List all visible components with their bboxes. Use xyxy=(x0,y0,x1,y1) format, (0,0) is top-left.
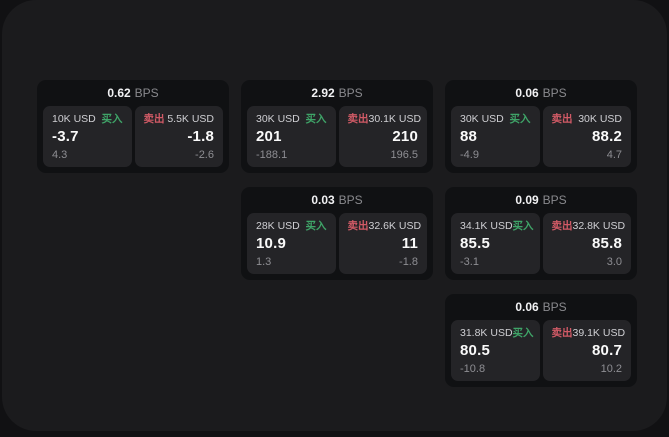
buy-price: 10.9 xyxy=(256,235,286,252)
sell-delta: 4.7 xyxy=(606,149,622,161)
sell-delta: 10.2 xyxy=(600,363,622,375)
bps-value: 0.03 xyxy=(311,193,335,207)
sell-size: 30.1K USD xyxy=(368,113,422,125)
sell-size: 30K USD xyxy=(578,113,622,125)
buy-size: 30K USD xyxy=(256,113,300,125)
bps-value: 0.62 xyxy=(107,86,131,100)
quote-card: 0.03 BPS 28K USD 买入 10.9 1.3 卖出 32.6K US… xyxy=(241,187,433,280)
buy-panel[interactable]: 30K USD 买入 88 -4.9 xyxy=(451,106,540,167)
card-body: 34.1K USD 买入 85.5 -3.1 卖出 32.8K USD 85.8… xyxy=(445,213,637,280)
sell-price: -1.8 xyxy=(187,128,214,145)
card-header: 0.06 BPS xyxy=(445,80,637,106)
quote-card: 0.06 BPS 31.8K USD 买入 80.5 -10.8 卖出 39.1… xyxy=(445,294,637,387)
bps-unit-label: BPS xyxy=(542,86,567,100)
bps-value: 2.92 xyxy=(311,86,335,100)
buy-delta: 4.3 xyxy=(52,149,68,161)
buy-size: 28K USD xyxy=(256,220,300,232)
sell-side-label: 卖出 xyxy=(143,113,165,125)
card-header: 0.06 BPS xyxy=(445,294,637,320)
sell-size: 32.6K USD xyxy=(368,220,422,232)
card-body: 28K USD 买入 10.9 1.3 卖出 32.6K USD 11 -1.8 xyxy=(241,213,433,280)
bps-unit-label: BPS xyxy=(134,86,159,100)
buy-side-label: 买入 xyxy=(305,113,327,125)
buy-delta: 1.3 xyxy=(256,256,272,268)
buy-price: 201 xyxy=(256,128,282,145)
buy-panel[interactable]: 34.1K USD 买入 85.5 -3.1 xyxy=(451,213,540,274)
sell-price: 88.2 xyxy=(592,128,622,145)
card-header: 0.03 BPS xyxy=(241,187,433,213)
buy-panel[interactable]: 30K USD 买入 201 -188.1 xyxy=(247,106,336,167)
sell-side-label: 卖出 xyxy=(551,220,573,232)
sell-size: 39.1K USD xyxy=(572,327,626,339)
bps-unit-label: BPS xyxy=(338,193,363,207)
bps-unit-label: BPS xyxy=(542,193,567,207)
sell-panel[interactable]: 卖出 30K USD 88.2 4.7 xyxy=(542,106,631,167)
buy-delta: -188.1 xyxy=(256,149,288,161)
buy-size: 30K USD xyxy=(460,113,504,125)
quote-card: 0.62 BPS 10K USD 买入 -3.7 4.3 卖出 5.5K USD xyxy=(37,80,229,173)
sell-delta: 196.5 xyxy=(390,149,418,161)
quote-card: 2.92 BPS 30K USD 买入 201 -188.1 卖出 30.1K … xyxy=(241,80,433,173)
sell-price: 210 xyxy=(392,128,418,145)
card-body: 10K USD 买入 -3.7 4.3 卖出 5.5K USD -1.8 -2.… xyxy=(37,106,229,173)
bps-value: 0.09 xyxy=(515,193,539,207)
bps-value: 0.06 xyxy=(515,86,539,100)
buy-price: 80.5 xyxy=(460,342,490,359)
sell-side-label: 卖出 xyxy=(551,327,573,339)
sell-panel[interactable]: 卖出 32.6K USD 11 -1.8 xyxy=(338,213,427,274)
buy-panel[interactable]: 31.8K USD 买入 80.5 -10.8 xyxy=(451,320,540,381)
sell-panel[interactable]: 卖出 5.5K USD -1.8 -2.6 xyxy=(134,106,223,167)
buy-side-label: 买入 xyxy=(509,113,531,125)
sell-delta: -1.8 xyxy=(399,256,418,268)
sell-delta: -2.6 xyxy=(195,149,214,161)
sell-side-label: 卖出 xyxy=(347,220,369,232)
sell-delta: 3.0 xyxy=(606,256,622,268)
buy-panel[interactable]: 10K USD 买入 -3.7 4.3 xyxy=(43,106,132,167)
sell-size: 32.8K USD xyxy=(572,220,626,232)
card-body: 31.8K USD 买入 80.5 -10.8 卖出 39.1K USD 80.… xyxy=(445,320,637,387)
buy-size: 34.1K USD xyxy=(460,220,513,232)
sell-price: 85.8 xyxy=(592,235,622,252)
card-body: 30K USD 买入 201 -188.1 卖出 30.1K USD 210 1… xyxy=(241,106,433,173)
buy-delta: -4.9 xyxy=(460,149,479,161)
bps-unit-label: BPS xyxy=(338,86,363,100)
sell-side-label: 卖出 xyxy=(551,113,573,125)
buy-price: 85.5 xyxy=(460,235,490,252)
quote-card: 0.09 BPS 34.1K USD 买入 85.5 -3.1 卖出 32.8K… xyxy=(445,187,637,280)
bps-unit-label: BPS xyxy=(542,300,567,314)
sell-price: 80.7 xyxy=(592,342,622,359)
sell-size: 5.5K USD xyxy=(167,113,214,125)
buy-side-label: 买入 xyxy=(512,220,534,232)
buy-side-label: 买入 xyxy=(305,220,327,232)
quote-card: 0.06 BPS 30K USD 买入 88 -4.9 卖出 30K USD xyxy=(445,80,637,173)
card-header: 0.09 BPS xyxy=(445,187,637,213)
sell-side-label: 卖出 xyxy=(347,113,369,125)
buy-side-label: 买入 xyxy=(101,113,123,125)
buy-side-label: 买入 xyxy=(512,327,534,339)
buy-delta: -3.1 xyxy=(460,256,479,268)
buy-panel[interactable]: 28K USD 买入 10.9 1.3 xyxy=(247,213,336,274)
sell-panel[interactable]: 卖出 30.1K USD 210 196.5 xyxy=(338,106,427,167)
bps-value: 0.06 xyxy=(515,300,539,314)
sell-price: 11 xyxy=(401,235,418,252)
buy-delta: -10.8 xyxy=(460,363,486,375)
buy-price: 88 xyxy=(460,128,478,145)
buy-price: -3.7 xyxy=(52,128,79,145)
card-header: 0.62 BPS xyxy=(37,80,229,106)
card-body: 30K USD 买入 88 -4.9 卖出 30K USD 88.2 4.7 xyxy=(445,106,637,173)
buy-size: 31.8K USD xyxy=(460,327,513,339)
buy-size: 10K USD xyxy=(52,113,96,125)
sell-panel[interactable]: 卖出 39.1K USD 80.7 10.2 xyxy=(542,320,631,381)
sell-panel[interactable]: 卖出 32.8K USD 85.8 3.0 xyxy=(542,213,631,274)
quote-cards-grid: 0.62 BPS 10K USD 买入 -3.7 4.3 卖出 5.5K USD xyxy=(37,80,637,387)
card-header: 2.92 BPS xyxy=(241,80,433,106)
